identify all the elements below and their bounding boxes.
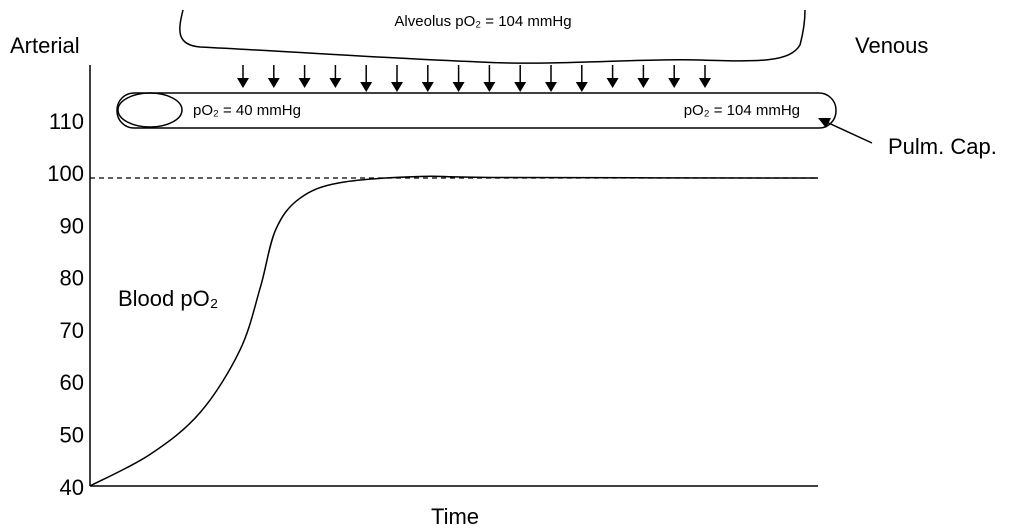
diffusion-arrows [237,65,711,92]
venous-label: Venous [855,33,928,58]
y-tick-label: 60 [60,370,84,395]
alveolus-outline [179,9,806,64]
arrow-head [267,78,280,88]
data-line [89,175,819,487]
pointer-line [821,119,873,144]
arrow-head [637,78,650,88]
pointer-head [818,118,831,128]
arrow-head [360,82,373,92]
y-tick-label: 50 [60,423,84,448]
arrow-head [606,78,619,88]
arrow-head [668,78,681,88]
curve-label: Blood pO₂ [118,286,218,311]
y-tick-label: 100 [47,161,84,186]
arrow-head [391,82,403,92]
arrow-head [421,82,434,92]
arrow-head [545,82,557,92]
y-tick-label: 70 [60,318,84,343]
arrow-head [329,78,342,88]
y-tick-label: 90 [60,213,84,238]
arrow-head [483,82,496,92]
y-tick-label: 110 [49,109,84,134]
capillary-start-label: pO₂ = 40 mmHg [193,102,301,119]
arrow-head [575,82,588,92]
arrow-head [237,78,249,88]
arrow-head [452,82,465,92]
alveolus-label: Alveolus pO₂ = 104 mmHg [394,13,571,30]
x-axis-title: Time [431,504,479,529]
arrow-head [699,78,711,88]
capillary [116,92,837,129]
arrow-head [514,82,527,92]
y-axis-title: Arterial [10,33,80,58]
y-tick-label: 80 [60,266,84,291]
capillary-end-label: pO₂ = 104 mmHg [684,102,800,119]
capillary-label: Pulm. Cap. [888,134,997,159]
arrow-head [298,78,311,88]
capillary-cell [117,92,183,128]
y-tick-label: 40 [60,475,84,500]
